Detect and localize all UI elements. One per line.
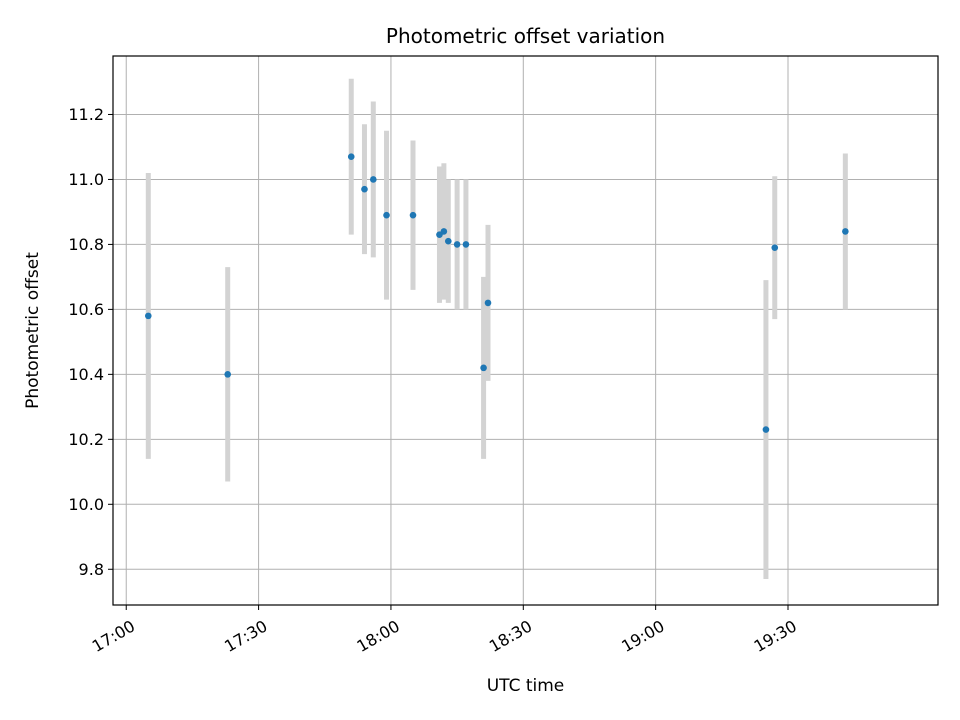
x-axis-label: UTC time: [487, 676, 565, 696]
y-tick-label: 9.8: [79, 560, 104, 579]
data-point: [462, 241, 470, 248]
data-point: [440, 228, 448, 235]
data-point: [480, 364, 487, 372]
data-point: [444, 237, 452, 245]
ticks: 17:00 17:30 18:00 18:30 19:00 19:30 9.8 10.0 10.…: [68, 105, 800, 656]
grid: [113, 56, 938, 605]
data-point: [383, 211, 390, 219]
data-point: [453, 241, 461, 248]
x-tick-label: 19:30: [751, 616, 800, 656]
plot-area-frame: [112, 55, 939, 606]
y-tick-label: 10.6: [68, 300, 104, 319]
y-tick-label: 11.0: [68, 170, 104, 189]
x-tick-label: 18:00: [354, 616, 403, 656]
x-tick-label: 17:00: [89, 616, 138, 656]
chart-title: Photometric offset variation: [386, 24, 665, 48]
data-point: [224, 371, 232, 378]
x-tick-label: 19:00: [618, 616, 667, 656]
data-point: [762, 426, 770, 433]
data-point: [144, 312, 152, 320]
y-tick-label: 10.0: [68, 495, 104, 514]
y-axis-label: Photometric offset: [23, 252, 43, 409]
data-point: [771, 244, 779, 251]
data-point: [484, 299, 492, 307]
x-tick-label: 17:30: [221, 616, 270, 656]
y-tick-label: 10.2: [68, 430, 104, 449]
data-point: [347, 153, 355, 161]
data-point: [369, 176, 377, 183]
data-point: [409, 211, 417, 219]
y-tick-label: 10.8: [68, 235, 104, 254]
data-points: [144, 153, 849, 433]
x-tick-label: 18:30: [486, 616, 535, 656]
y-tick-label: 11.2: [68, 105, 104, 124]
data-point: [842, 228, 849, 235]
data-point: [361, 185, 368, 193]
y-tick-label: 10.4: [68, 365, 104, 384]
